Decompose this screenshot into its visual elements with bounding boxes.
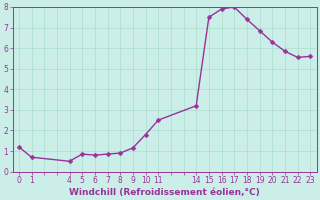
X-axis label: Windchill (Refroidissement éolien,°C): Windchill (Refroidissement éolien,°C): [69, 188, 260, 197]
